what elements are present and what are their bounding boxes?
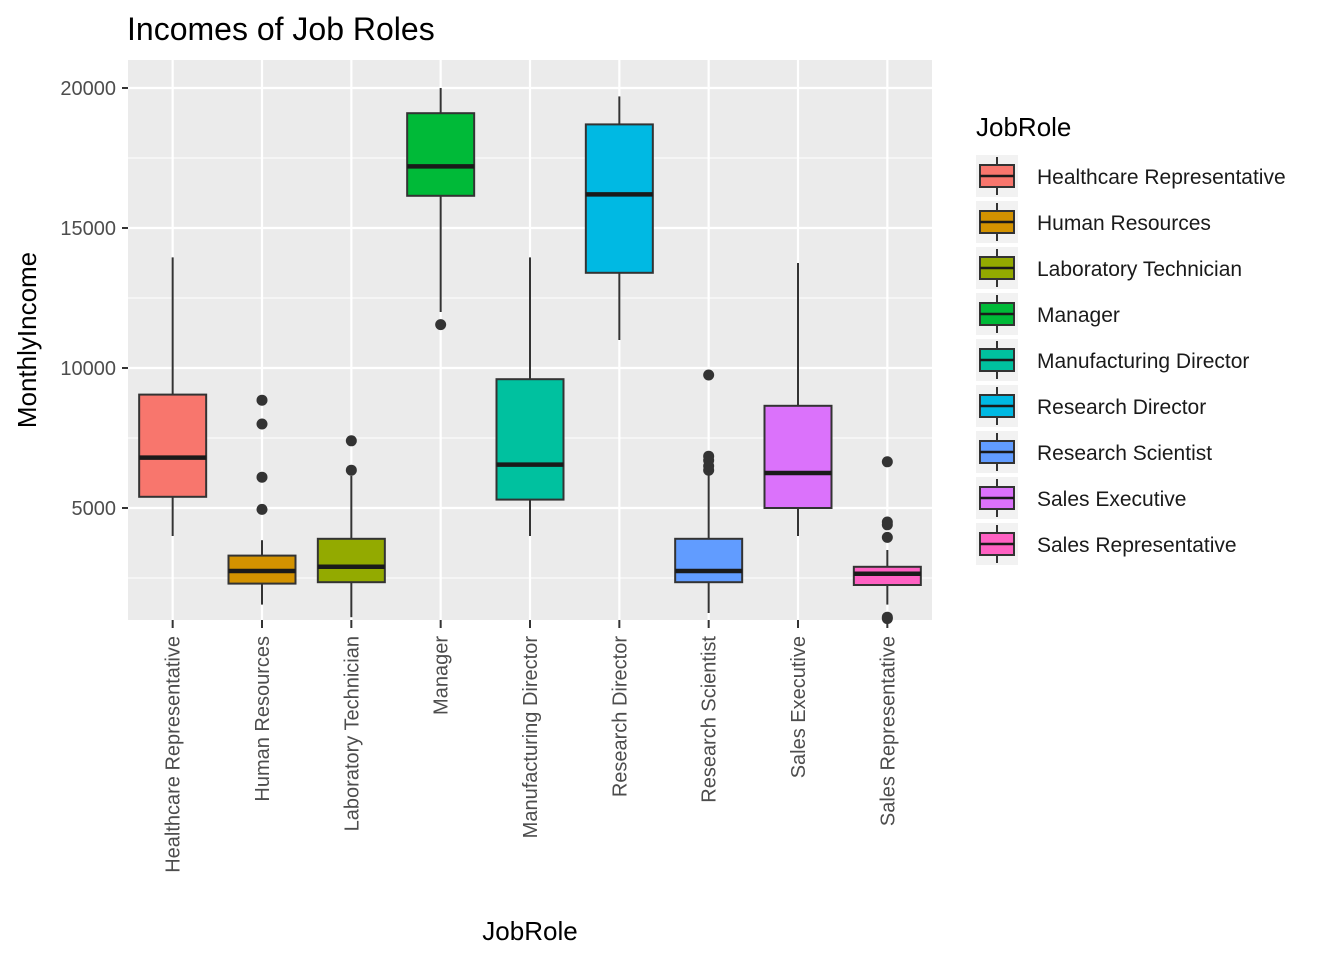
box-healthcare-representative: [138, 257, 208, 536]
legend-item: Human Resources: [976, 201, 1211, 243]
legend: JobRole Healthcare Representative Human R…: [976, 112, 1286, 565]
outlier-point: [881, 456, 893, 468]
outlier-point: [345, 464, 357, 476]
legend-item: Manager: [976, 293, 1120, 335]
box-iqr: [316, 537, 386, 584]
outlier-point: [881, 611, 893, 623]
box-human-resources: [227, 394, 297, 605]
x-tick-label: Research Scientist: [699, 636, 721, 803]
legend-item: Research Scientist: [976, 431, 1212, 473]
y-tick-label: 15000: [60, 218, 116, 240]
outlier-point: [703, 450, 715, 462]
legend-item: Research Director: [976, 385, 1206, 427]
x-tick-label: Research Director: [609, 636, 631, 798]
outlier-point: [256, 503, 268, 515]
outlier-point: [881, 531, 893, 543]
legend-label: Research Director: [1037, 396, 1206, 419]
y-axis-title: MonthlyIncome: [12, 252, 42, 428]
legend-item: Sales Executive: [976, 477, 1186, 519]
legend-label: Human Resources: [1037, 212, 1211, 235]
legend-label: Manufacturing Director: [1037, 350, 1249, 373]
box-group: [138, 88, 922, 625]
box-laboratory-technician: [316, 435, 386, 618]
box-iqr: [406, 112, 476, 197]
legend-label: Sales Executive: [1037, 488, 1186, 511]
x-tick-label: Sales Representative: [877, 636, 899, 826]
outlier-point: [345, 435, 357, 447]
box-manager: [406, 88, 476, 331]
box-iqr: [763, 404, 833, 509]
box-iqr: [674, 537, 744, 584]
box-sales-representative: [852, 456, 922, 625]
y-tick-label: 5000: [72, 498, 117, 520]
outlier-point: [703, 369, 715, 381]
legend-item: Sales Representative: [976, 523, 1237, 565]
x-tick-label: Healthcare Representative: [163, 636, 185, 873]
legend-title: JobRole: [976, 112, 1071, 142]
legend-item: Laboratory Technician: [976, 247, 1242, 289]
legend-label: Sales Representative: [1037, 534, 1237, 557]
box-research-scientist: [674, 369, 744, 613]
outlier-point: [256, 418, 268, 430]
outlier-point: [256, 394, 268, 406]
x-axis: Healthcare Representative Human Resources…: [163, 620, 899, 873]
outlier-point: [256, 471, 268, 483]
box-iqr: [138, 393, 208, 498]
y-axis: 5000 10000 15000 20000: [60, 78, 128, 520]
legend-items: Healthcare Representative Human Resources…: [976, 155, 1286, 565]
box-manufacturing-director: [495, 257, 565, 536]
box-research-director: [584, 96, 654, 340]
x-tick-label: Sales Executive: [788, 636, 810, 778]
x-axis-title: JobRole: [482, 916, 577, 946]
legend-label: Healthcare Representative: [1037, 166, 1286, 189]
box-sales-executive: [763, 263, 833, 536]
legend-item: Manufacturing Director: [976, 339, 1249, 381]
box-iqr: [584, 123, 654, 274]
legend-item: Healthcare Representative: [976, 155, 1286, 197]
x-tick-label: Laboratory Technician: [341, 636, 363, 831]
outlier-point: [881, 516, 893, 528]
x-tick-label: Manufacturing Director: [520, 636, 542, 839]
x-tick-label: Manager: [431, 636, 453, 715]
legend-label: Laboratory Technician: [1037, 258, 1242, 281]
box-iqr: [495, 378, 565, 501]
y-tick-label: 20000: [60, 78, 116, 100]
chart-title: Incomes of Job Roles: [127, 11, 435, 47]
legend-label: Manager: [1037, 304, 1120, 327]
x-tick-label: Human Resources: [252, 636, 274, 802]
legend-label: Research Scientist: [1037, 442, 1212, 465]
y-tick-label: 10000: [60, 358, 116, 380]
outlier-point: [435, 319, 447, 331]
